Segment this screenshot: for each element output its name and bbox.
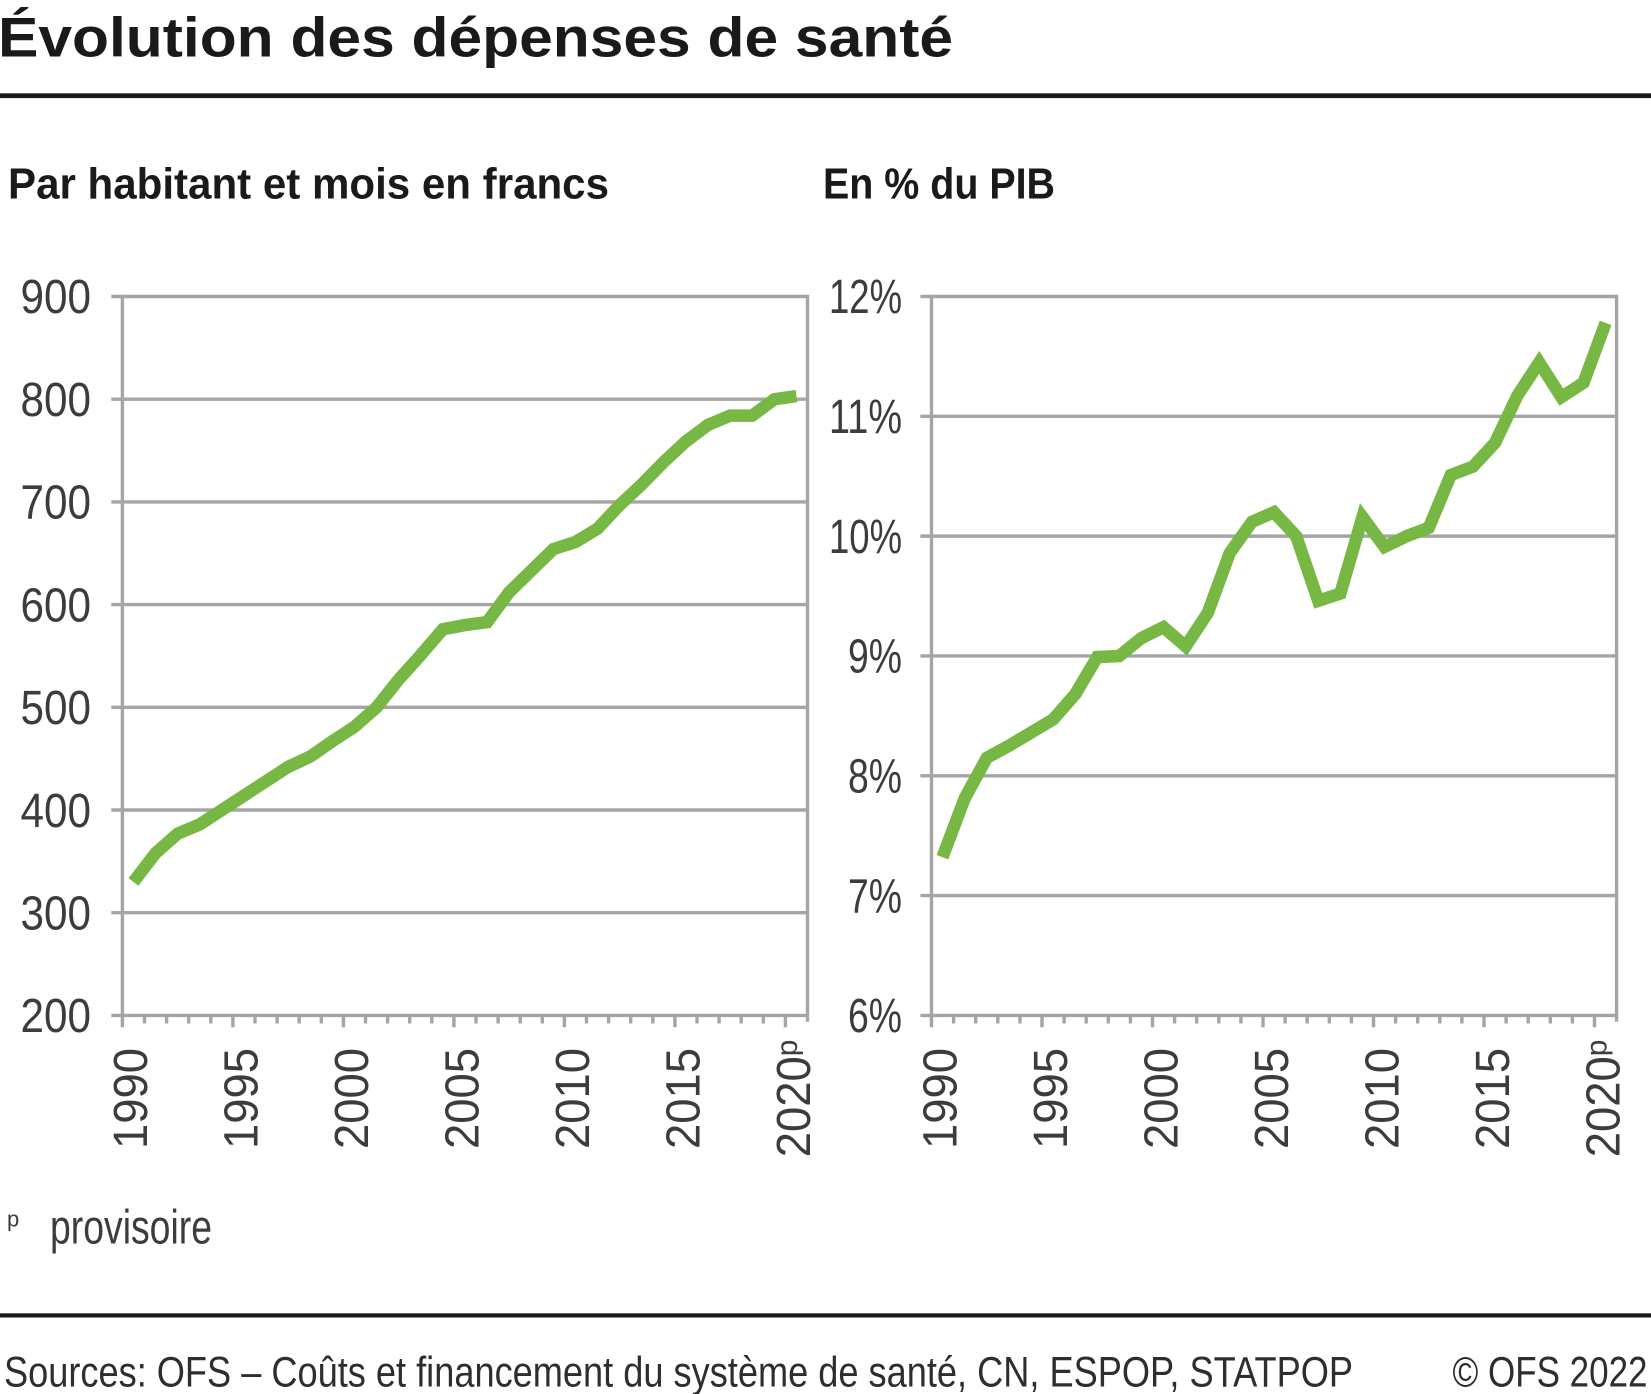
svg-text:8%: 8% [848,750,902,804]
svg-text:1990: 1990 [913,1048,967,1149]
svg-text:7%: 7% [848,869,902,923]
svg-text:200: 200 [21,989,92,1043]
svg-text:11%: 11% [829,390,902,444]
svg-text:En % du PIB: En % du PIB [823,160,1055,209]
svg-text:9%: 9% [848,630,902,684]
svg-text:2005: 2005 [1245,1048,1299,1149]
svg-text:300: 300 [21,887,92,941]
svg-text:2000: 2000 [1134,1048,1188,1149]
svg-text:400: 400 [21,784,92,838]
svg-text:600: 600 [21,578,92,632]
svg-text:2015: 2015 [1466,1048,1520,1149]
svg-text:2010: 2010 [1355,1048,1409,1149]
svg-text:700: 700 [21,476,92,530]
svg-text:p: p [7,1206,19,1231]
svg-text:© OFS 2022: © OFS 2022 [1453,1350,1648,1394]
svg-text:12%: 12% [829,270,902,324]
svg-text:Évolution des dépenses de sant: Évolution des dépenses de santé [0,6,953,69]
svg-text:500: 500 [21,681,92,735]
svg-text:2000: 2000 [325,1048,379,1149]
svg-text:1990: 1990 [104,1048,158,1149]
svg-text:provisoire: provisoire [50,1202,212,1255]
svg-text:2010: 2010 [546,1048,600,1149]
svg-text:2020p: 2020p [767,1040,821,1158]
svg-text:2015: 2015 [657,1048,711,1149]
svg-text:900: 900 [21,270,92,324]
svg-text:Par habitant et mois en francs: Par habitant et mois en francs [8,160,609,209]
svg-text:10%: 10% [829,510,902,564]
svg-text:1995: 1995 [1024,1048,1078,1149]
svg-text:2005: 2005 [436,1048,490,1149]
svg-text:1995: 1995 [215,1048,269,1149]
svg-text:2020p: 2020p [1576,1040,1630,1158]
svg-text:6%: 6% [848,989,902,1043]
svg-text:Sources: OFS – Coûts et financ: Sources: OFS – Coûts et financement du s… [4,1350,1353,1394]
svg-text:800: 800 [21,373,92,427]
